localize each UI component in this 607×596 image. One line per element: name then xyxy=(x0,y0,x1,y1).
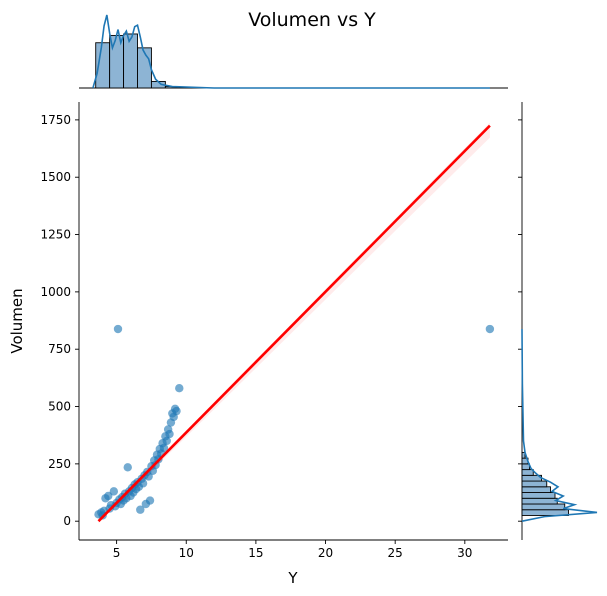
x-tick-label: 30 xyxy=(457,546,472,560)
y-tick-label: 0 xyxy=(63,514,71,528)
right-hist-bar xyxy=(521,451,526,459)
x-tick-label: 10 xyxy=(179,546,194,560)
top-kde-curve xyxy=(92,14,490,89)
y-tick-label: 1250 xyxy=(40,228,71,242)
y-axis-label: Volumen xyxy=(8,288,26,353)
right-hist-bar xyxy=(521,486,551,493)
y-tick-label: 1750 xyxy=(40,113,71,127)
scatter-point xyxy=(113,324,123,334)
scatter-point xyxy=(485,324,495,334)
scatter-point xyxy=(123,463,132,472)
scatter-point xyxy=(145,496,155,505)
x-tick-label: 15 xyxy=(248,546,263,560)
regression-line xyxy=(97,124,491,523)
right-hist-bar xyxy=(521,469,534,476)
top-hist-bar xyxy=(123,33,138,89)
x-axis-label: Y xyxy=(287,569,298,587)
x-tick-label: 20 xyxy=(318,546,333,560)
right-hist-bar xyxy=(521,503,566,511)
right-kde-curve xyxy=(521,329,598,522)
right-hist-bar xyxy=(521,480,548,488)
main-plot: 5 10 15 20 25 30 0 250 500 750 1000 1250 1500 1750 xyxy=(40,102,508,560)
right-hist-bar xyxy=(521,492,556,499)
right-hist-bar xyxy=(521,497,558,505)
scatter-point xyxy=(109,487,119,496)
scatter-point xyxy=(175,383,184,393)
scatter-point xyxy=(162,436,171,446)
right-marginal xyxy=(518,102,598,540)
x-tick-label: 25 xyxy=(388,546,403,560)
scatter-point xyxy=(172,406,181,416)
y-tick-label: 1000 xyxy=(40,285,71,299)
scatter-point xyxy=(138,479,148,488)
scatter-point xyxy=(136,505,145,514)
top-marginal xyxy=(79,14,508,89)
scatter-point xyxy=(104,491,113,501)
scatter-point xyxy=(159,443,169,453)
y-tick-label: 250 xyxy=(48,457,71,471)
chart-title: Volumen vs Y xyxy=(248,9,376,31)
y-tick-label: 1500 xyxy=(40,170,71,184)
y-tick-label: 500 xyxy=(48,400,71,414)
y-tick-label: 750 xyxy=(48,342,71,356)
x-tick-label: 5 xyxy=(113,546,121,560)
right-hist-bar xyxy=(521,463,530,471)
scatter-point xyxy=(165,429,174,439)
